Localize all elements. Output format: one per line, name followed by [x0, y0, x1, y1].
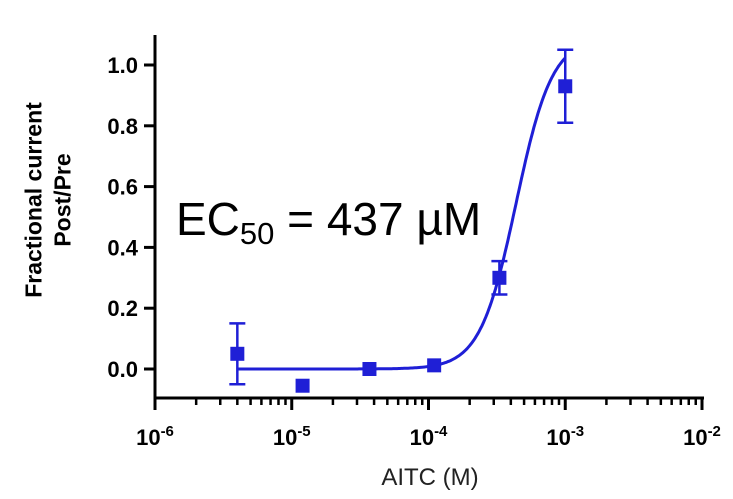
ec50-subscript: 50	[239, 216, 275, 251]
x-axis-label: AITC (M)	[381, 464, 479, 491]
data-point	[427, 358, 442, 373]
data-point	[558, 79, 573, 94]
data-point	[362, 362, 377, 376]
x-tick-label: 10-5	[273, 423, 311, 450]
data-point	[492, 270, 507, 285]
data-point	[230, 346, 245, 361]
x-tick-label: 10-3	[546, 423, 584, 450]
ec50-prefix: EC	[176, 193, 240, 245]
y-tick-label: 1.0	[107, 53, 138, 78]
y-axis-label-line1: Fractional current	[20, 102, 47, 298]
y-axis-label-line2: Post/Pre	[49, 153, 76, 247]
ec50-annotation: EC50 = 437 µM	[176, 196, 481, 249]
fit-curve	[237, 56, 567, 371]
x-tick-label: 10-6	[136, 423, 174, 450]
y-tick-label: 0.6	[107, 175, 138, 200]
y-tick-label: 0.2	[107, 296, 138, 321]
y-tick-label: 0.0	[107, 357, 138, 382]
y-tick-label: 0.8	[107, 114, 138, 139]
ec50-value: = 437 µM	[274, 193, 482, 245]
x-tick-label: 10-4	[410, 423, 448, 450]
data-point	[295, 378, 310, 393]
y-tick-label: 0.4	[107, 235, 138, 260]
x-tick-label: 10-2	[683, 423, 721, 450]
